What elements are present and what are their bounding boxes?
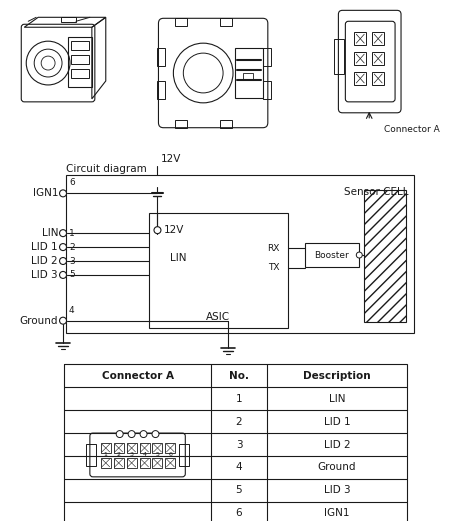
Circle shape xyxy=(60,317,66,324)
Bar xyxy=(263,48,271,66)
Text: IGN1: IGN1 xyxy=(324,508,350,518)
Text: 12V: 12V xyxy=(161,153,181,163)
Bar xyxy=(175,18,187,26)
Text: No.: No. xyxy=(229,371,249,381)
Bar xyxy=(139,443,149,453)
Text: 4: 4 xyxy=(143,453,146,457)
Bar xyxy=(220,18,232,26)
Circle shape xyxy=(60,257,66,265)
Text: LID 1: LID 1 xyxy=(324,417,350,426)
Bar xyxy=(148,213,288,328)
Text: LID 3: LID 3 xyxy=(324,485,350,495)
Text: 4: 4 xyxy=(69,306,74,315)
Bar xyxy=(165,443,175,453)
Text: 2: 2 xyxy=(69,243,74,252)
Bar xyxy=(157,48,165,66)
Bar xyxy=(64,364,407,522)
Text: TX: TX xyxy=(268,264,280,272)
Text: LID 2: LID 2 xyxy=(324,440,350,449)
Bar xyxy=(68,37,92,87)
Bar xyxy=(372,52,384,65)
Text: Connector A: Connector A xyxy=(384,125,440,134)
Bar xyxy=(354,32,366,45)
Bar xyxy=(71,55,89,64)
Bar xyxy=(305,243,359,267)
Text: 2: 2 xyxy=(117,453,121,457)
Bar xyxy=(86,444,96,466)
Text: 1: 1 xyxy=(236,394,242,404)
Text: LID 2: LID 2 xyxy=(31,256,58,266)
Bar xyxy=(66,175,414,333)
Text: 1: 1 xyxy=(104,453,108,457)
Bar xyxy=(157,81,165,99)
Bar xyxy=(153,458,163,468)
Bar xyxy=(139,458,149,468)
Text: Ground: Ground xyxy=(318,462,356,472)
Text: LID 1: LID 1 xyxy=(31,242,58,252)
Text: 12V: 12V xyxy=(164,225,184,235)
Bar xyxy=(372,32,384,45)
Bar xyxy=(372,72,384,85)
Text: Ground: Ground xyxy=(19,316,58,326)
Bar xyxy=(354,52,366,65)
Bar xyxy=(175,120,187,128)
Bar xyxy=(71,69,89,78)
Circle shape xyxy=(140,431,147,437)
Circle shape xyxy=(116,431,123,437)
Bar xyxy=(101,443,111,453)
Bar xyxy=(71,41,89,50)
Text: 6: 6 xyxy=(69,179,75,187)
Circle shape xyxy=(60,271,66,278)
Bar xyxy=(153,443,163,453)
Bar xyxy=(127,458,137,468)
Text: RX: RX xyxy=(267,244,280,253)
Bar xyxy=(179,444,189,466)
Circle shape xyxy=(356,252,362,258)
Bar xyxy=(165,458,175,468)
Bar xyxy=(220,120,232,128)
Text: 5: 5 xyxy=(69,270,75,279)
Text: 5: 5 xyxy=(236,485,242,495)
Text: LIN: LIN xyxy=(170,253,187,263)
Bar xyxy=(263,81,271,99)
Bar xyxy=(354,72,366,85)
Bar xyxy=(61,17,76,22)
Text: Connector A: Connector A xyxy=(101,371,173,381)
Text: LID 3: LID 3 xyxy=(31,270,58,280)
Bar xyxy=(235,48,263,98)
Bar xyxy=(101,458,111,468)
Text: 4: 4 xyxy=(236,462,242,472)
Text: Sensor CELL: Sensor CELL xyxy=(345,187,409,197)
Text: 6: 6 xyxy=(168,453,173,457)
Text: Description: Description xyxy=(303,371,371,381)
Text: LIN: LIN xyxy=(328,394,345,404)
Bar xyxy=(243,73,253,80)
Circle shape xyxy=(60,190,66,197)
Text: 1: 1 xyxy=(69,229,75,238)
Text: Circuit diagram: Circuit diagram xyxy=(66,163,147,173)
Text: 3: 3 xyxy=(129,453,134,457)
Circle shape xyxy=(60,244,66,251)
Text: 6: 6 xyxy=(236,508,242,518)
Text: LIN: LIN xyxy=(42,228,58,238)
Bar xyxy=(114,458,124,468)
Circle shape xyxy=(154,227,161,234)
Text: Booster: Booster xyxy=(315,251,349,259)
Bar xyxy=(335,39,345,74)
Text: 2: 2 xyxy=(236,417,242,426)
Text: 3: 3 xyxy=(236,440,242,449)
Circle shape xyxy=(152,431,159,437)
Text: ASIC: ASIC xyxy=(206,312,230,322)
Bar xyxy=(114,443,124,453)
Circle shape xyxy=(128,431,135,437)
Text: 5: 5 xyxy=(155,453,159,457)
Text: IGN1: IGN1 xyxy=(33,188,58,198)
Text: 3: 3 xyxy=(69,256,75,266)
Bar xyxy=(127,443,137,453)
Bar xyxy=(364,191,406,322)
Circle shape xyxy=(60,230,66,236)
